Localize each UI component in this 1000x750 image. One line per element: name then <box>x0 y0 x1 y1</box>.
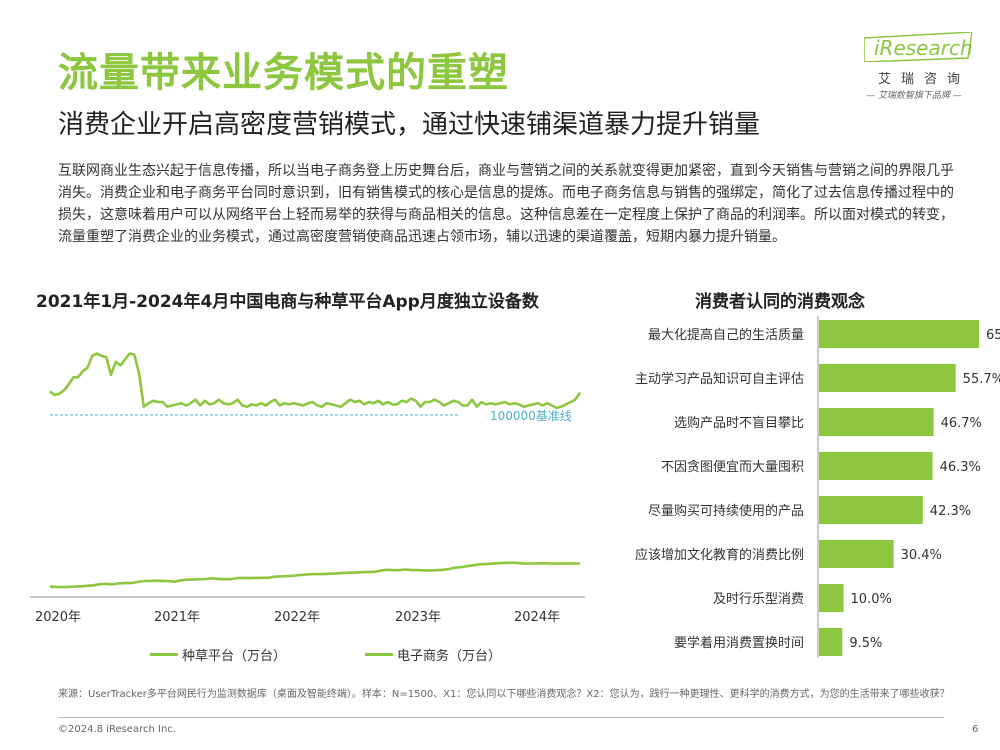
bar <box>819 496 923 524</box>
baseline-label: 100000基准线 <box>490 409 572 423</box>
bar-chart: 最大化提高自己的生活质量 65.2% 主动学习产品知识可自主评估 55.7% 选购产品时… <box>635 316 1000 658</box>
bar <box>819 584 844 612</box>
line-chart: 100000基准线 2020年 2021年 2022年 2023年 2024年 <box>30 352 585 625</box>
bar-value-label: 42.3% <box>930 504 971 519</box>
page-subtitle: 消费企业开启高密度营销模式，通过快速铺渠道暴力提升销量 <box>58 110 761 140</box>
bar-category-label: 及时行乐型消费 <box>713 592 804 607</box>
iresearch-logo: iResearch 艾瑞咨询 — 艾瑞数智旗下品牌 — <box>858 28 978 108</box>
bar-value-label: 65.2% <box>986 328 1000 343</box>
copyright: ©2024.8 iResearch Inc. <box>58 724 176 735</box>
page-number: 6 <box>972 724 979 735</box>
legend-label-zhongcao: 种草平台（万台） <box>182 649 287 664</box>
bar <box>819 320 979 348</box>
bar-chart-title: 消费者认同的消费观念 <box>695 292 865 312</box>
bar <box>819 364 956 392</box>
bar <box>819 408 934 436</box>
bar-category-label: 不因贪图便宜而大量囤积 <box>661 460 804 475</box>
bar-value-label: 30.4% <box>901 548 942 563</box>
bar-value-label: 10.0% <box>851 592 892 607</box>
legend-swatch <box>150 653 178 656</box>
bar-value-label: 46.7% <box>941 416 982 431</box>
x-tick-label: 2021年 <box>154 610 200 625</box>
legend-label-ecommerce: 电子商务（万台） <box>397 649 502 664</box>
x-tick-label: 2022年 <box>274 610 320 625</box>
bar-category-label: 要学着用消费置换时间 <box>674 635 804 651</box>
source-note: 来源：UserTracker多平台网民行为监测数据库（桌面及智能终端）。样本：N… <box>58 689 950 700</box>
series-line-ecommerce <box>49 352 582 410</box>
line-chart-title: 2021年1月-2024年4月中国电商与种草平台App月度独立设备数 <box>36 292 539 312</box>
bar-category-label: 尽量购买可持续使用的产品 <box>648 503 804 519</box>
logo-wordmark: iResearch <box>874 36 973 60</box>
x-tick-label: 2024年 <box>514 610 560 625</box>
logo-banner-shape <box>864 32 972 62</box>
footer-divider <box>58 717 944 718</box>
bar-category-label: 最大化提高自己的生活质量 <box>648 327 804 343</box>
x-tick-label: 2023年 <box>395 610 441 625</box>
bar-category-label: 应该增加文化教育的消费比例 <box>635 547 804 563</box>
bar-value-label: 55.7% <box>963 372 1000 387</box>
bar-category-label: 主动学习产品知识可自主评估 <box>635 371 804 387</box>
x-tick-label: 2020年 <box>35 610 81 625</box>
logo-cn-name: 艾瑞咨询 <box>878 72 971 87</box>
intro-paragraph: 互联网商业生态兴起于信息传播，所以当电子商务登上历史舞台后，商业与营销之间的关系… <box>58 163 954 245</box>
series-line-zhongcao <box>49 561 580 589</box>
bar-value-label: 46.3% <box>940 460 981 475</box>
legend-swatch <box>365 653 393 656</box>
bar <box>819 540 894 568</box>
bar <box>819 452 933 480</box>
bar-value-label: 9.5% <box>849 636 882 651</box>
legend-item-zhongcao: 种草平台（万台） <box>150 645 286 664</box>
page-title: 流量带来业务模式的重塑 <box>58 50 509 96</box>
bar-category-label: 选购产品时不盲目攀比 <box>674 415 804 431</box>
bar <box>819 628 843 656</box>
logo-tagline: — 艾瑞数智旗下品牌 — <box>866 91 962 101</box>
legend-item-ecommerce: 电子商务（万台） <box>365 645 501 664</box>
